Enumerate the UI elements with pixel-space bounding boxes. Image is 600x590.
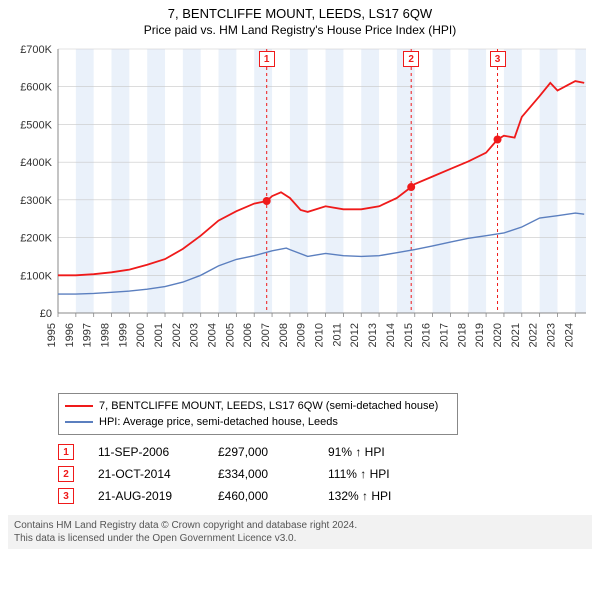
svg-text:2006: 2006 [242, 323, 254, 347]
svg-text:2002: 2002 [171, 323, 183, 347]
event-date: 21-OCT-2014 [98, 467, 218, 481]
event-flag-1: 1 [259, 51, 275, 67]
svg-text:1996: 1996 [64, 323, 76, 347]
event-price: £297,000 [218, 445, 328, 459]
footer-attribution: Contains HM Land Registry data © Crown c… [8, 515, 592, 549]
footer-line-1: Contains HM Land Registry data © Crown c… [14, 519, 586, 532]
svg-text:2023: 2023 [545, 323, 557, 347]
svg-text:2014: 2014 [385, 323, 397, 347]
svg-text:2016: 2016 [421, 323, 433, 347]
svg-text:2017: 2017 [438, 323, 450, 347]
event-row: 3 21-AUG-2019£460,000132% ↑ HPI [58, 485, 592, 507]
legend: 7, BENTCLIFFE MOUNT, LEEDS, LS17 6QW (se… [58, 393, 458, 435]
svg-text:2020: 2020 [492, 323, 504, 347]
legend-item: HPI: Average price, semi-detached house,… [65, 414, 451, 430]
svg-text:2000: 2000 [135, 323, 147, 347]
event-marker: 3 [58, 488, 74, 504]
svg-text:£0: £0 [40, 308, 52, 320]
svg-text:£500K: £500K [20, 119, 52, 131]
svg-text:2022: 2022 [528, 323, 540, 347]
event-price: £460,000 [218, 489, 328, 503]
legend-item: 7, BENTCLIFFE MOUNT, LEEDS, LS17 6QW (se… [65, 398, 451, 414]
svg-text:£400K: £400K [20, 157, 52, 169]
svg-text:2018: 2018 [456, 323, 468, 347]
svg-text:2019: 2019 [474, 323, 486, 347]
event-hpi: 111% ↑ HPI [328, 467, 448, 481]
svg-text:2009: 2009 [296, 323, 308, 347]
svg-text:2010: 2010 [314, 323, 326, 347]
event-hpi: 91% ↑ HPI [328, 445, 448, 459]
event-date: 21-AUG-2019 [98, 489, 218, 503]
line-chart: £0 £100K £200K £300K £400K £500K £600K £700K 199… [8, 43, 592, 383]
svg-text:2001: 2001 [153, 323, 165, 347]
svg-text:£200K: £200K [20, 233, 52, 245]
event-row: 1 11-SEP-2006£297,00091% ↑ HPI [58, 441, 592, 463]
svg-text:1999: 1999 [117, 323, 129, 347]
svg-text:1995: 1995 [46, 323, 58, 347]
event-marker: 1 [58, 444, 74, 460]
chart-title: 7, BENTCLIFFE MOUNT, LEEDS, LS17 6QW [8, 6, 592, 21]
legend-label: HPI: Average price, semi-detached house,… [99, 416, 338, 428]
event-flag-3: 3 [490, 51, 506, 67]
svg-text:2007: 2007 [260, 323, 272, 347]
chart-subtitle: Price paid vs. HM Land Registry's House … [8, 23, 592, 37]
chart-area: £0 £100K £200K £300K £400K £500K £600K £700K 199… [8, 43, 592, 383]
svg-text:2024: 2024 [563, 323, 575, 347]
event-flag-2: 2 [403, 51, 419, 67]
svg-text:2015: 2015 [403, 323, 415, 347]
svg-text:2004: 2004 [207, 323, 219, 347]
svg-text:£300K: £300K [20, 195, 52, 207]
svg-text:2021: 2021 [510, 323, 522, 347]
svg-text:2011: 2011 [331, 323, 343, 347]
events-table: 1 11-SEP-2006£297,00091% ↑ HPI 2 21-OCT-201… [58, 441, 592, 507]
event-row: 2 21-OCT-2014£334,000111% ↑ HPI [58, 463, 592, 485]
event-marker: 2 [58, 466, 74, 482]
legend-label: 7, BENTCLIFFE MOUNT, LEEDS, LS17 6QW (se… [99, 400, 438, 412]
svg-text:1998: 1998 [100, 323, 112, 347]
event-hpi: 132% ↑ HPI [328, 489, 448, 503]
footer-line-2: This data is licensed under the Open Gov… [14, 532, 586, 545]
svg-text:1997: 1997 [82, 323, 94, 347]
svg-text:2013: 2013 [367, 323, 379, 347]
legend-swatch [65, 421, 93, 423]
svg-text:2005: 2005 [224, 323, 236, 347]
svg-text:2008: 2008 [278, 323, 290, 347]
svg-text:£100K: £100K [20, 270, 52, 282]
event-price: £334,000 [218, 467, 328, 481]
svg-text:2012: 2012 [349, 323, 361, 347]
legend-swatch [65, 405, 93, 407]
event-date: 11-SEP-2006 [98, 445, 218, 459]
svg-text:£600K: £600K [20, 82, 52, 94]
svg-text:£700K: £700K [20, 44, 52, 56]
svg-text:2003: 2003 [189, 323, 201, 347]
